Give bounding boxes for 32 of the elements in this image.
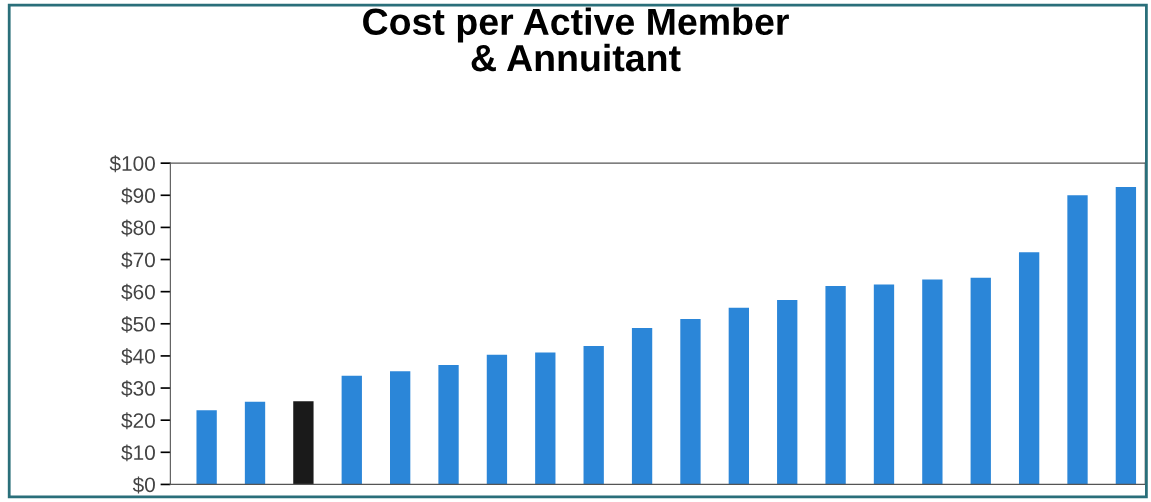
y-tick-label: $90 (121, 187, 155, 205)
bar (631, 327, 653, 485)
bar (486, 354, 508, 485)
bar (244, 401, 266, 485)
bar (438, 364, 459, 485)
y-tick-label: $100 (109, 155, 155, 173)
y-tick-label: $50 (121, 315, 155, 333)
bar (1018, 252, 1040, 485)
y-tick-label: $0 (132, 476, 155, 494)
bar (728, 307, 749, 485)
bar (680, 318, 701, 485)
bar (1067, 195, 1088, 485)
bar (583, 345, 604, 485)
y-tick-label: $10 (121, 444, 155, 462)
bar (535, 352, 556, 485)
bar (873, 284, 895, 485)
bar (777, 300, 798, 485)
bar (196, 410, 217, 485)
bar (922, 279, 943, 485)
chart-title: Cost per Active Member & Annuitant (363, 7, 789, 72)
bar (1115, 186, 1137, 485)
bar (970, 277, 991, 485)
y-tick-label: $20 (121, 412, 155, 430)
y-tick-label: $80 (121, 219, 155, 237)
bar (825, 285, 846, 485)
y-tick-label: $60 (121, 283, 155, 301)
y-tick-label: $40 (121, 348, 155, 365)
y-tick-label: $70 (121, 251, 155, 269)
bar (293, 401, 314, 485)
bar (390, 371, 411, 485)
bar (341, 375, 362, 485)
y-tick-label: $30 (121, 380, 155, 398)
